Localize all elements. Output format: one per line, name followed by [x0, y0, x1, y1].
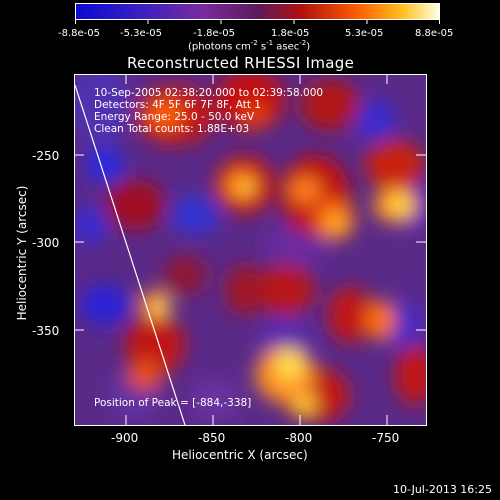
plot-frame: [74, 74, 427, 426]
x-tick-label: -900: [111, 431, 139, 445]
info-clean: Clean Total counts: 1.88E+03: [94, 123, 250, 135]
rhessi-image: [75, 75, 426, 425]
colorbar-tick-label: 1.8e-05: [271, 28, 310, 39]
colorbar-tick-label: -5.3e-05: [120, 28, 162, 39]
colorbar: [75, 3, 440, 20]
y-tick-label: -300: [32, 236, 60, 250]
colorbar-units: (photons cm-2 s-1 asec-2): [188, 39, 311, 53]
x-tick-label: -750: [372, 431, 400, 445]
info-detectors: Detectors: 4F 5F 6F 7F 8F, Att 1: [94, 99, 261, 111]
x-tick-label: -850: [198, 431, 226, 445]
info-energy: Energy Range: 25.0 - 50.0 keV: [94, 111, 255, 123]
info-time-range: 10-Sep-2005 02:38:20.000 to 02:39:58.000: [94, 87, 324, 99]
footer-date: 10-Jul-2013 16:25: [393, 483, 493, 496]
image-heatmap: [75, 75, 426, 425]
colorbar-tick-label: -8.8e-05: [58, 28, 100, 39]
x-axis-label: Heliocentric X (arcsec): [172, 448, 308, 462]
y-tick-label: -250: [32, 149, 60, 163]
info-peak-position: Position of Peak = [-884,-338]: [94, 397, 252, 409]
y-tick-label: -350: [32, 324, 60, 338]
colorbar-tick-label: 5.3e-05: [345, 28, 384, 39]
colorbar-tick-label: -1.8e-05: [193, 28, 235, 39]
colorbar-gradient: [76, 4, 439, 19]
solar-limb-line: [75, 84, 186, 425]
x-tick-label: -800: [285, 431, 313, 445]
plot-title: Reconstructed RHESSI Image: [127, 54, 355, 72]
colorbar-tick-label: 8.8e-05: [415, 28, 454, 39]
y-axis-label: Heliocentric Y (arcsec): [15, 185, 29, 321]
colorbar-ticks: [75, 19, 440, 24]
